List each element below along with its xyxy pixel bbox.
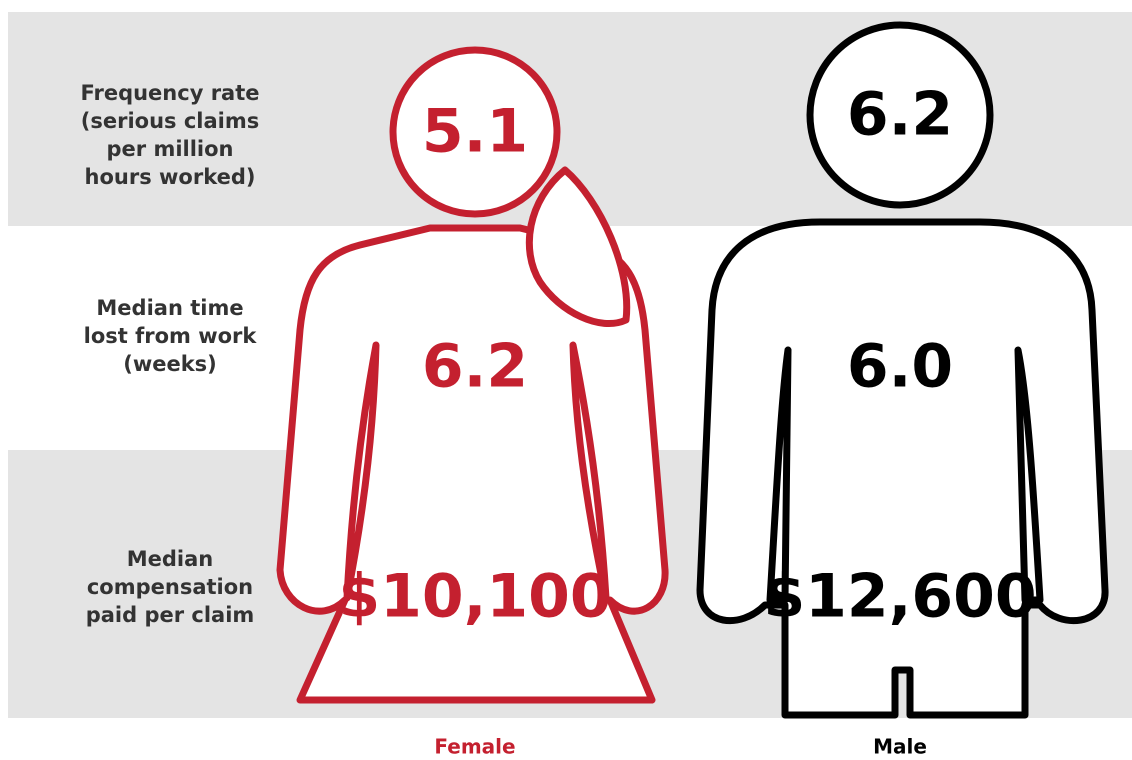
row-label: hours worked) bbox=[85, 165, 256, 189]
value-label: 5.1 bbox=[422, 97, 528, 167]
row-label: Median bbox=[127, 547, 214, 571]
row-label: (weeks) bbox=[123, 352, 217, 376]
value-label: 6.0 bbox=[847, 332, 953, 402]
row-label: lost from work bbox=[84, 324, 258, 348]
value-label: 6.2 bbox=[847, 80, 953, 150]
value-label: 6.2 bbox=[422, 332, 528, 402]
group-label: Female bbox=[434, 735, 515, 759]
row-label: compensation bbox=[87, 575, 253, 599]
row-label: (serious claims bbox=[81, 109, 259, 133]
row-label: per million bbox=[107, 137, 234, 161]
value-label: $12,600 bbox=[763, 562, 1036, 632]
row-label: paid per claim bbox=[86, 603, 255, 627]
female-figure bbox=[276, 46, 669, 704]
row-label: Frequency rate bbox=[80, 81, 259, 105]
value-label: $10,100 bbox=[338, 562, 611, 632]
male-figure bbox=[696, 21, 1109, 719]
group-label: Male bbox=[873, 735, 927, 759]
row-label: Median time bbox=[96, 296, 243, 320]
